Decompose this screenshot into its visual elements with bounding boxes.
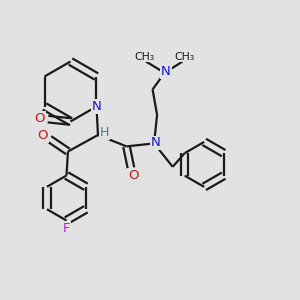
Text: N: N: [92, 100, 101, 113]
Text: H: H: [100, 126, 109, 139]
Text: O: O: [34, 112, 45, 125]
Text: N: N: [151, 136, 160, 149]
Text: O: O: [38, 129, 48, 142]
Text: CH₃: CH₃: [134, 52, 154, 62]
Text: CH₃: CH₃: [174, 52, 194, 62]
Text: F: F: [63, 222, 70, 235]
Text: N: N: [161, 65, 171, 78]
Text: O: O: [128, 169, 139, 182]
